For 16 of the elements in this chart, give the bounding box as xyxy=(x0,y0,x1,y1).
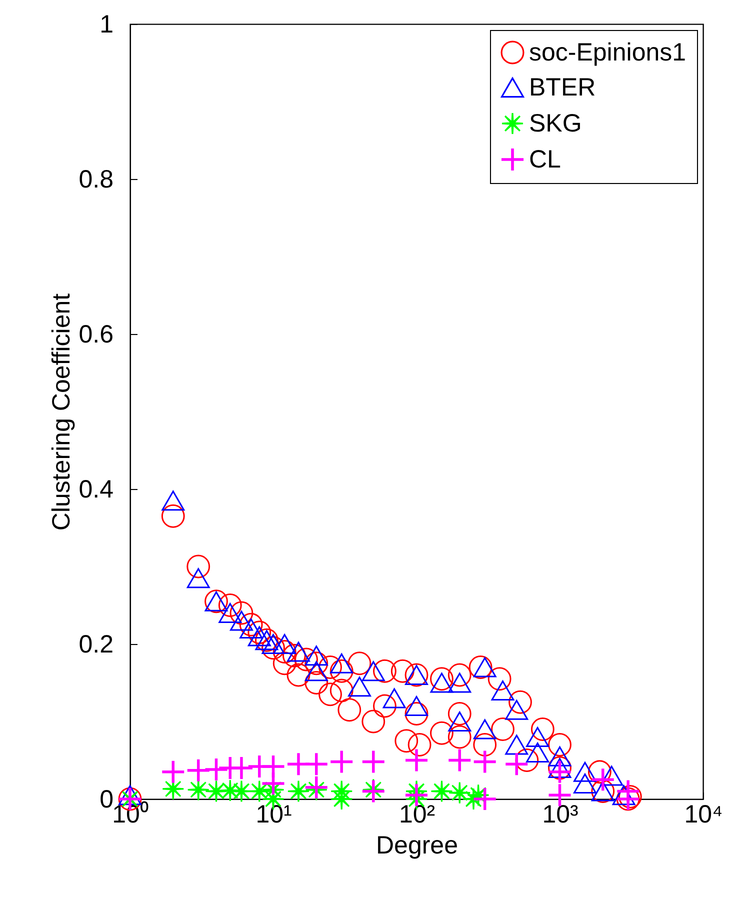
y-axis-title: Clustering Coefficient xyxy=(48,293,76,531)
x-tick-label: 10¹ xyxy=(256,800,292,828)
legend-label: BTER xyxy=(529,74,596,102)
x-tick-label: 10³ xyxy=(542,800,578,828)
x-tick-label: 10² xyxy=(398,800,436,828)
legend-label: SKG xyxy=(529,110,582,138)
x-tick-label: 10⁴ xyxy=(684,800,723,828)
legend-label: soc-Epinions1 xyxy=(529,38,686,66)
x-axis-title: Degree xyxy=(376,832,458,860)
legend-label: CL xyxy=(529,146,562,174)
y-tick-label: 0.2 xyxy=(78,630,114,658)
y-tick-label: 0.6 xyxy=(78,320,114,348)
y-tick-label: 0 xyxy=(100,786,114,814)
y-tick-label: 0.8 xyxy=(78,166,114,194)
y-tick-label: 1 xyxy=(100,10,114,38)
y-tick-label: 0.4 xyxy=(78,476,114,504)
